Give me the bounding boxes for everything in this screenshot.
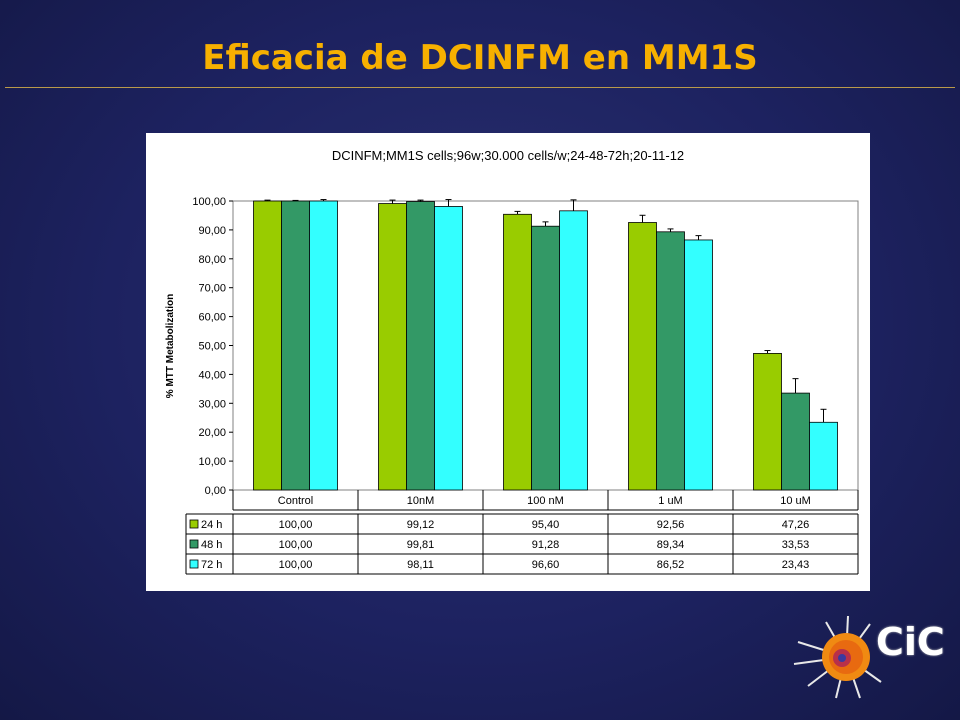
bar-3-2 (434, 206, 463, 491)
y-tick-label: 40,00 (198, 369, 226, 381)
cic-logo-icon (793, 615, 882, 699)
y-axis-label: % MTT Metabolization (165, 294, 176, 398)
legend-swatch-3 (189, 559, 199, 569)
data-label-2-2: 99,81 (407, 539, 435, 551)
category-label: Control (278, 495, 313, 507)
data-label-3-1: 100,00 (279, 559, 313, 571)
slide-title: Eficacia de DCINFM en MM1S (202, 38, 758, 78)
bar-3-4 (684, 239, 713, 491)
bar-1-1 (253, 200, 282, 491)
data-label-1-3: 95,40 (532, 519, 560, 531)
y-tick-label: 100,00 (192, 196, 226, 208)
bar-2-2 (406, 201, 435, 491)
y-tick-label: 80,00 (198, 254, 226, 266)
data-label-3-4: 86,52 (657, 559, 685, 571)
data-label-1-4: 92,56 (657, 519, 685, 531)
category-label: 1 uM (658, 495, 682, 507)
data-label-1-1: 100,00 (279, 519, 313, 531)
legend-label-1: 24 h (201, 519, 222, 531)
legend-swatch-1 (189, 519, 199, 529)
y-tick-label: 90,00 (198, 225, 226, 237)
bar-3-5 (809, 421, 838, 491)
y-tick-label: 30,00 (198, 398, 226, 410)
data-label-2-3: 91,28 (532, 539, 560, 551)
bar-3-1 (309, 200, 338, 491)
data-label-1-2: 99,12 (407, 519, 435, 531)
bar-1-2 (378, 203, 407, 491)
bar-2-3 (531, 225, 560, 491)
chart-title: DCINFM;MM1S cells;96w;30.000 cells/w;24-… (332, 148, 684, 163)
bar-1-4 (628, 222, 657, 491)
chart-panel: DCINFM;MM1S cells;96w;30.000 cells/w;24-… (146, 133, 870, 591)
category-label: 100 nM (527, 495, 564, 507)
data-label-3-2: 98,11 (407, 559, 434, 571)
data-label-1-5: 47,26 (782, 519, 810, 531)
category-label: 10 uM (780, 495, 811, 507)
y-tick-label: 50,00 (198, 341, 226, 353)
title-divider (5, 87, 955, 88)
legend-label-3: 72 h (201, 559, 222, 571)
data-label-2-4: 89,34 (657, 539, 685, 551)
y-tick-label: 20,00 (198, 427, 226, 439)
data-label-2-5: 33,53 (782, 539, 810, 551)
bar-3-3 (559, 210, 588, 491)
bar-2-1 (281, 200, 310, 491)
data-label-3-3: 96,60 (532, 559, 560, 571)
category-label: 10nM (407, 495, 435, 507)
cic-logo-text: CiC (876, 620, 945, 664)
bar-1-3 (503, 213, 532, 491)
legend-label-2: 48 h (201, 539, 222, 551)
y-tick-label: 0,00 (205, 485, 226, 497)
bar-2-5 (781, 392, 810, 491)
data-label-2-1: 100,00 (279, 539, 313, 551)
y-tick-label: 70,00 (198, 283, 226, 295)
legend-swatch-2 (189, 539, 199, 549)
bar-chart: DCINFM;MM1S cells;96w;30.000 cells/w;24-… (165, 148, 859, 575)
bar-1-5 (753, 353, 782, 491)
data-label-3-5: 23,43 (782, 559, 810, 571)
bar-2-4 (656, 231, 685, 491)
y-tick-label: 60,00 (198, 312, 226, 324)
y-tick-label: 10,00 (198, 456, 226, 468)
